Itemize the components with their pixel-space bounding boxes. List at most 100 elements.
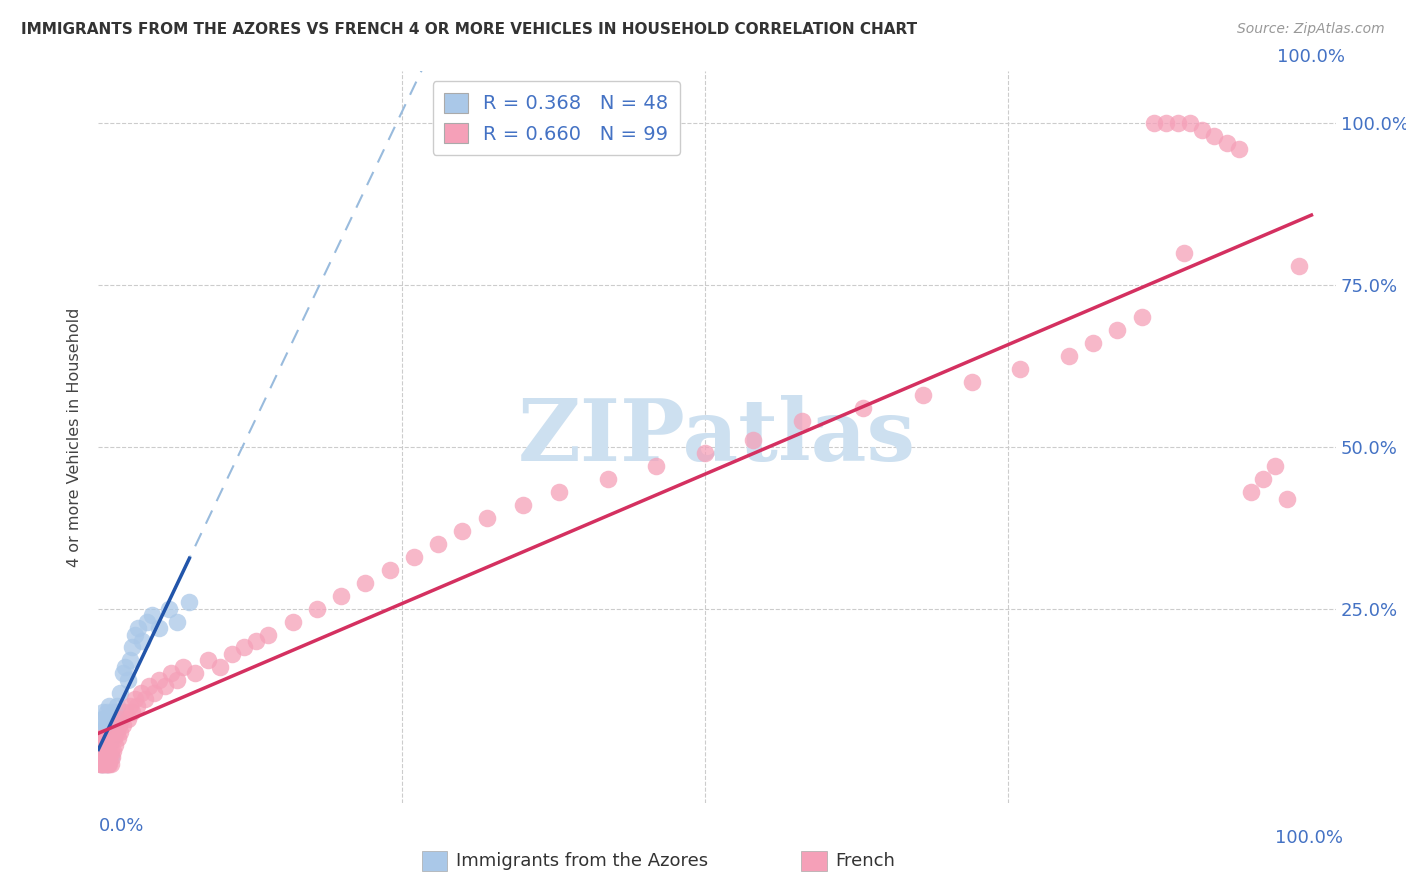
- Point: [100, 750, 122, 764]
- Point: [101, 744, 124, 758]
- Point: [104, 724, 127, 739]
- Point: [90, 724, 112, 739]
- Text: ZIPatlas: ZIPatlas: [517, 395, 917, 479]
- Point: [94, 731, 117, 745]
- Point: [1081, 336, 1104, 351]
- Point: [1167, 116, 1189, 130]
- Point: [94, 756, 117, 771]
- Point: [89, 738, 111, 752]
- Point: [131, 634, 153, 648]
- Point: [105, 724, 128, 739]
- Point: [693, 446, 716, 460]
- Point: [90, 756, 112, 771]
- Point: [97, 756, 120, 771]
- Point: [172, 660, 194, 674]
- Point: [1215, 136, 1237, 150]
- Point: [221, 647, 243, 661]
- Point: [91, 744, 114, 758]
- Point: [93, 712, 115, 726]
- Text: 0.0%: 0.0%: [98, 817, 143, 835]
- Point: [98, 698, 121, 713]
- Text: IMMIGRANTS FROM THE AZORES VS FRENCH 4 OR MORE VEHICLES IN HOUSEHOLD CORRELATION: IMMIGRANTS FROM THE AZORES VS FRENCH 4 O…: [21, 22, 917, 37]
- Point: [1264, 459, 1286, 474]
- Text: 100.0%: 100.0%: [1275, 830, 1343, 847]
- Point: [98, 738, 121, 752]
- Point: [89, 756, 111, 771]
- Point: [134, 692, 156, 706]
- Point: [1107, 323, 1129, 337]
- Point: [118, 653, 141, 667]
- Point: [97, 718, 120, 732]
- Point: [117, 712, 139, 726]
- Point: [96, 756, 118, 771]
- Point: [742, 434, 765, 448]
- Point: [110, 686, 132, 700]
- Point: [1130, 310, 1153, 325]
- Point: [402, 549, 425, 564]
- Point: [179, 595, 201, 609]
- Point: [96, 750, 118, 764]
- Point: [121, 640, 143, 655]
- Point: [548, 485, 571, 500]
- Point: [143, 686, 166, 700]
- Point: [91, 756, 114, 771]
- Point: [141, 608, 163, 623]
- Point: [960, 375, 983, 389]
- Point: [378, 563, 401, 577]
- Point: [451, 524, 474, 538]
- Point: [111, 718, 134, 732]
- Point: [136, 615, 159, 629]
- Point: [100, 750, 122, 764]
- Point: [91, 731, 114, 745]
- Point: [1275, 491, 1298, 506]
- Point: [512, 498, 534, 512]
- Point: [90, 750, 112, 764]
- Point: [100, 712, 122, 726]
- Point: [91, 705, 114, 719]
- Point: [91, 712, 114, 726]
- Point: [124, 627, 146, 641]
- Point: [114, 660, 136, 674]
- Point: [91, 744, 114, 758]
- Y-axis label: 4 or more Vehicles in Household: 4 or more Vehicles in Household: [67, 308, 83, 566]
- Point: [160, 666, 183, 681]
- Point: [96, 724, 118, 739]
- Point: [104, 738, 127, 752]
- Point: [127, 621, 149, 635]
- Point: [93, 724, 115, 739]
- Point: [117, 673, 139, 687]
- Point: [90, 756, 112, 771]
- Point: [91, 750, 114, 764]
- Point: [330, 589, 353, 603]
- Point: [1191, 122, 1213, 136]
- Point: [93, 744, 115, 758]
- Text: Source: ZipAtlas.com: Source: ZipAtlas.com: [1237, 22, 1385, 37]
- Point: [91, 756, 114, 771]
- Point: [1251, 472, 1274, 486]
- Point: [107, 731, 129, 745]
- Point: [107, 712, 129, 726]
- Point: [1154, 116, 1177, 130]
- Point: [121, 705, 143, 719]
- Point: [103, 705, 125, 719]
- Point: [91, 756, 114, 771]
- Point: [153, 679, 176, 693]
- Point: [96, 744, 118, 758]
- Point: [166, 615, 188, 629]
- Point: [148, 621, 170, 635]
- Point: [118, 698, 141, 713]
- Point: [96, 705, 118, 719]
- Point: [354, 575, 377, 590]
- Point: [197, 653, 219, 667]
- Legend: R = 0.368   N = 48, R = 0.660   N = 99: R = 0.368 N = 48, R = 0.660 N = 99: [433, 81, 681, 155]
- Text: Immigrants from the Azores: Immigrants from the Azores: [456, 852, 707, 870]
- Point: [645, 459, 668, 474]
- Point: [1173, 245, 1195, 260]
- Point: [127, 698, 149, 713]
- Point: [257, 627, 280, 641]
- Point: [98, 756, 121, 771]
- Point: [157, 601, 180, 615]
- Point: [912, 388, 935, 402]
- Point: [94, 744, 117, 758]
- Point: [281, 615, 304, 629]
